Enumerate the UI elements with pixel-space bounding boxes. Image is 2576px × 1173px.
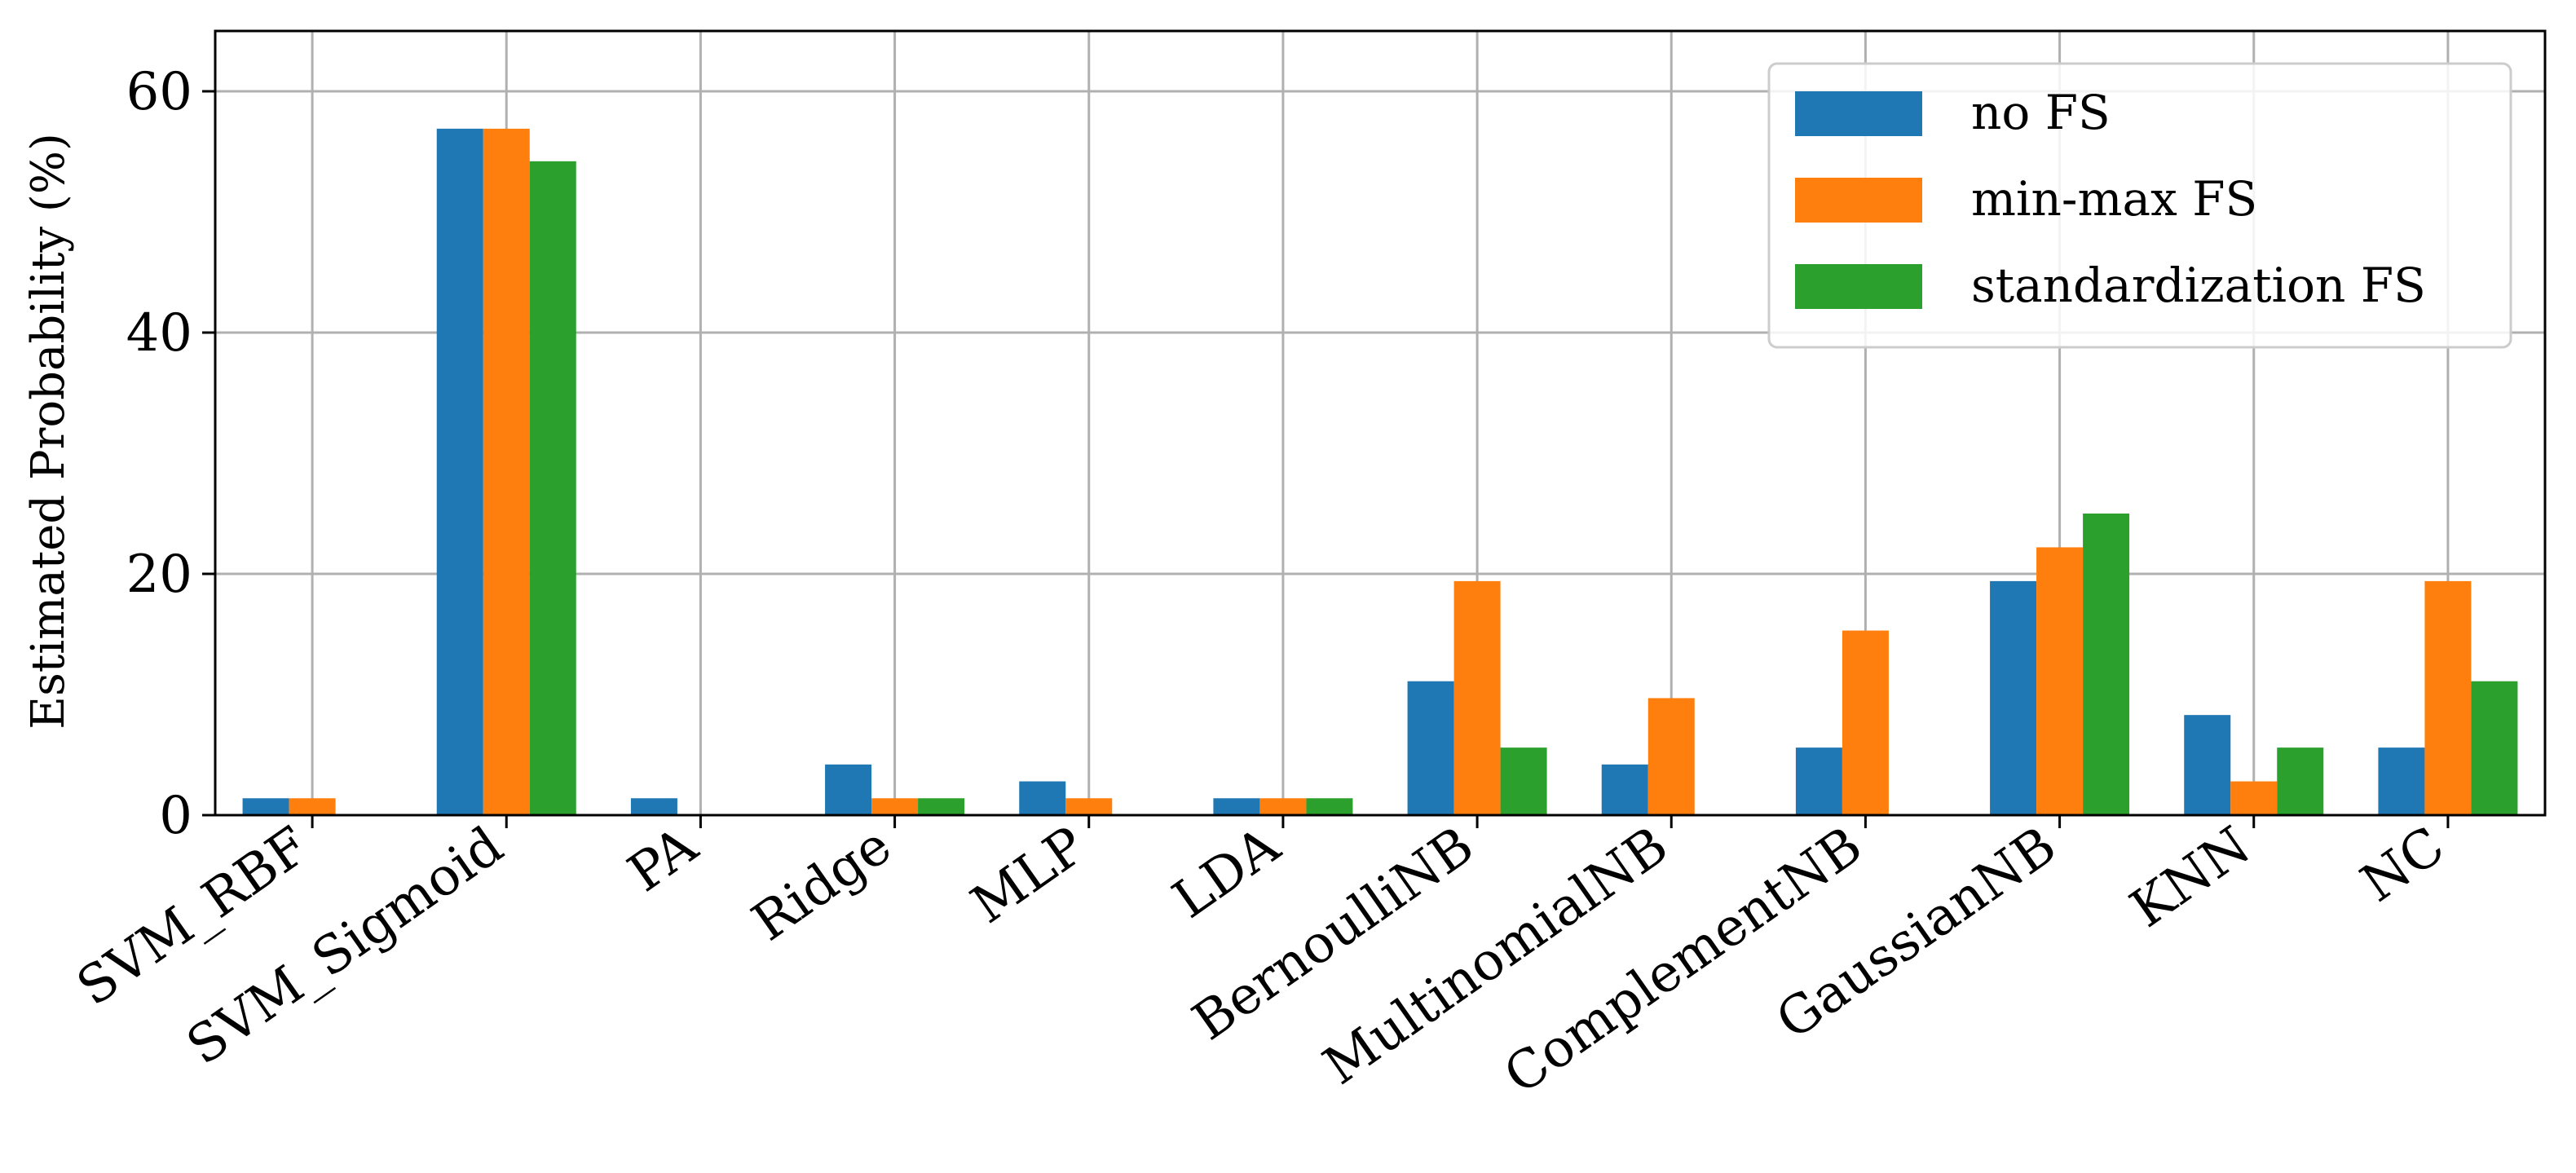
bar bbox=[2230, 781, 2278, 815]
bars bbox=[242, 128, 2518, 816]
bar bbox=[2083, 514, 2130, 815]
bar bbox=[2424, 580, 2472, 815]
legend-box bbox=[1767, 62, 2512, 349]
bar bbox=[1019, 781, 1066, 815]
bar bbox=[1306, 798, 1353, 815]
bar bbox=[825, 764, 872, 815]
bar bbox=[483, 128, 530, 815]
legend-swatch bbox=[1795, 264, 1922, 309]
bar bbox=[529, 161, 576, 816]
bar bbox=[2277, 747, 2324, 815]
bar bbox=[1453, 580, 1501, 815]
y-tick-label: 60 bbox=[126, 62, 192, 122]
legend-label: min-max FS bbox=[1971, 171, 2257, 227]
x-tick-label: NC bbox=[2351, 815, 2455, 914]
bar bbox=[2036, 547, 2084, 815]
legend-label: no FS bbox=[1971, 85, 2111, 140]
y-tick-label: 40 bbox=[126, 303, 192, 364]
bar bbox=[1500, 747, 1547, 815]
x-tick-label: PA bbox=[618, 815, 708, 904]
legend-swatch bbox=[1795, 178, 1922, 223]
bar bbox=[2184, 715, 2231, 815]
bar bbox=[1842, 630, 1889, 815]
x-tick-label: LDA bbox=[1162, 815, 1291, 930]
legend-swatch bbox=[1795, 91, 1922, 136]
x-tick-label: ComplementNB bbox=[1493, 815, 1872, 1106]
bar bbox=[918, 798, 965, 815]
bar bbox=[871, 798, 919, 815]
bar bbox=[1407, 681, 1454, 815]
y-axis-label: Estimated Probability (%) bbox=[22, 133, 75, 730]
bar bbox=[2471, 681, 2518, 815]
y-tick-label: 0 bbox=[159, 786, 192, 846]
bar bbox=[1795, 747, 1842, 815]
bar bbox=[289, 798, 336, 815]
x-tick-label: KNN bbox=[2120, 815, 2261, 939]
bar bbox=[436, 128, 483, 815]
bar bbox=[1990, 580, 2037, 815]
bar bbox=[1647, 698, 1695, 815]
x-tick-label: Ridge bbox=[742, 815, 902, 953]
bar bbox=[242, 798, 289, 815]
bar bbox=[1213, 798, 1260, 815]
bar bbox=[1259, 798, 1307, 815]
x-tick-label: SVM_Sigmoid bbox=[176, 815, 514, 1077]
plot-frame bbox=[214, 29, 2547, 817]
x-tick-label: MLP bbox=[961, 815, 1096, 935]
bar bbox=[630, 798, 677, 815]
y-tick-label: 20 bbox=[126, 545, 192, 605]
bar bbox=[2378, 747, 2425, 815]
legend-label: standardization FS bbox=[1971, 258, 2426, 313]
legend: no FS min-max FS standardization FS bbox=[1767, 62, 2512, 349]
bar bbox=[1601, 764, 1648, 815]
bar bbox=[1065, 798, 1113, 815]
